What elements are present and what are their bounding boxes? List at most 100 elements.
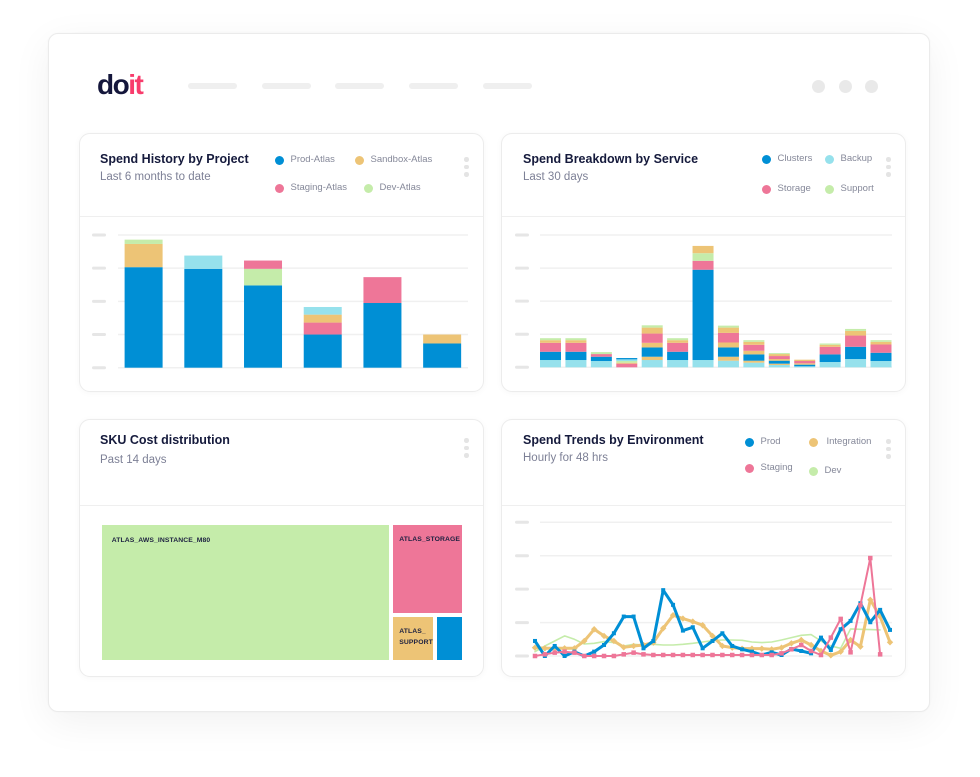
point-staging[interactable] bbox=[641, 652, 646, 657]
point-prod[interactable] bbox=[740, 647, 745, 652]
window-dot-icon[interactable] bbox=[812, 80, 825, 93]
bar-stack[interactable] bbox=[692, 245, 714, 368]
point-integration[interactable] bbox=[709, 632, 716, 640]
bar-segment-unlabeled[interactable] bbox=[743, 350, 765, 355]
point-staging[interactable] bbox=[542, 652, 548, 657]
treemap-tile[interactable]: ATLAS_AWS_INSTANCE_M80 bbox=[101, 525, 390, 660]
bar-segment-unlabeled[interactable] bbox=[870, 341, 892, 345]
more-options-icon[interactable] bbox=[886, 439, 891, 459]
point-staging[interactable] bbox=[739, 652, 745, 658]
bar-segment-unlabeled[interactable] bbox=[819, 344, 841, 347]
bar-stack[interactable] bbox=[717, 325, 739, 368]
bar-stack[interactable] bbox=[794, 359, 816, 368]
bar-segment-clusters[interactable] bbox=[590, 356, 612, 362]
bar-segment-sandbox[interactable] bbox=[303, 314, 342, 323]
point-prod[interactable] bbox=[621, 614, 626, 619]
legend-item-staging-atlas[interactable]: Staging-Atlas bbox=[274, 183, 347, 193]
bar-segment-support[interactable] bbox=[540, 338, 562, 341]
point-prod[interactable] bbox=[710, 638, 715, 643]
point-prod[interactable] bbox=[651, 638, 656, 643]
point-staging[interactable] bbox=[759, 652, 765, 658]
point-prod[interactable] bbox=[680, 628, 685, 633]
point-staging[interactable] bbox=[690, 652, 696, 658]
point-integration[interactable] bbox=[620, 644, 627, 651]
bar-segment-storage[interactable] bbox=[590, 354, 612, 357]
bar-segment-backup[interactable] bbox=[794, 366, 816, 368]
bar-segment-support[interactable] bbox=[819, 343, 841, 345]
bar-segment-unlabeled[interactable] bbox=[768, 354, 790, 357]
point-prod[interactable] bbox=[690, 625, 695, 630]
point-prod[interactable] bbox=[631, 614, 636, 619]
point-staging[interactable] bbox=[838, 616, 843, 622]
bar-segment-storage[interactable] bbox=[540, 342, 562, 352]
point-staging[interactable] bbox=[680, 652, 686, 658]
bar-segment-clusters[interactable] bbox=[667, 351, 689, 361]
point-prod[interactable] bbox=[602, 642, 607, 647]
bar-segment-clusters[interactable] bbox=[616, 358, 638, 360]
bar-segment-support[interactable] bbox=[692, 253, 714, 261]
bar-segment-clusters[interactable] bbox=[870, 352, 892, 362]
point-prod[interactable] bbox=[533, 638, 537, 643]
point-integration[interactable] bbox=[758, 645, 766, 652]
bar-segment-storage[interactable] bbox=[794, 361, 816, 364]
bar-segment-clusters[interactable] bbox=[794, 364, 816, 367]
point-staging[interactable] bbox=[877, 652, 883, 657]
point-prod[interactable] bbox=[769, 650, 774, 655]
doit-logo[interactable]: doit bbox=[97, 70, 144, 100]
bar-segment-unlabeled[interactable] bbox=[667, 340, 689, 343]
point-staging[interactable] bbox=[651, 652, 656, 658]
point-staging[interactable] bbox=[611, 653, 617, 659]
bar-segment-backup[interactable] bbox=[717, 360, 739, 368]
bar-segment-storage[interactable] bbox=[870, 344, 892, 353]
bar-segment-support[interactable] bbox=[717, 325, 739, 328]
bar-segment-storage[interactable] bbox=[845, 335, 867, 347]
point-staging[interactable] bbox=[601, 653, 607, 659]
bar-segment-storage[interactable] bbox=[667, 342, 689, 352]
bar-segment-support[interactable] bbox=[641, 325, 663, 328]
point-prod[interactable] bbox=[720, 631, 725, 636]
bar-segment-backup[interactable] bbox=[743, 362, 765, 368]
bar-segment-sandbox[interactable] bbox=[124, 243, 163, 268]
point-staging[interactable] bbox=[789, 647, 794, 652]
bar-segment-unlabeled[interactable] bbox=[184, 255, 223, 269]
bar-segment-support[interactable] bbox=[616, 361, 638, 363]
treemap-tile[interactable] bbox=[436, 617, 462, 660]
point-integration[interactable] bbox=[590, 626, 598, 633]
point-staging[interactable] bbox=[828, 635, 834, 640]
bar-segment-storage[interactable] bbox=[743, 344, 765, 351]
more-options-icon[interactable] bbox=[886, 157, 891, 177]
point-prod[interactable] bbox=[828, 647, 833, 652]
bar-stack[interactable] bbox=[184, 255, 223, 368]
bar-segment-staging[interactable] bbox=[363, 277, 402, 304]
bar-segment-clusters[interactable] bbox=[692, 269, 714, 361]
bar-segment-backup[interactable] bbox=[616, 359, 638, 362]
legend-item-integration[interactable]: Integration bbox=[808, 437, 871, 447]
bar-stack[interactable] bbox=[870, 340, 892, 368]
bar-segment-unlabeled[interactable] bbox=[743, 360, 765, 363]
point-staging[interactable] bbox=[660, 652, 666, 658]
legend-item-support[interactable]: Support bbox=[824, 184, 874, 194]
bar-segment-support[interactable] bbox=[768, 353, 790, 355]
legend-item-dev[interactable]: Dev bbox=[808, 466, 841, 476]
bar-segment-backup[interactable] bbox=[590, 361, 612, 368]
bar-segment-clusters[interactable] bbox=[768, 360, 790, 364]
bar-segment-storage[interactable] bbox=[717, 332, 739, 343]
point-staging[interactable] bbox=[799, 642, 804, 648]
bar-segment-unlabeled[interactable] bbox=[641, 356, 663, 361]
point-prod[interactable] bbox=[888, 627, 892, 632]
bar-segment-unlabeled[interactable] bbox=[641, 327, 663, 334]
bar-stack[interactable] bbox=[540, 338, 562, 368]
bar-stack[interactable] bbox=[303, 306, 342, 368]
bar-stack[interactable] bbox=[667, 338, 689, 368]
point-prod[interactable] bbox=[552, 643, 557, 648]
bar-segment-unlabeled[interactable] bbox=[692, 245, 714, 254]
bar-segment-prod[interactable] bbox=[303, 334, 342, 368]
point-staging[interactable] bbox=[710, 652, 715, 658]
legend-item-prod[interactable]: Prod bbox=[744, 437, 781, 447]
window-dot-icon[interactable] bbox=[865, 80, 878, 93]
bar-segment-clusters[interactable] bbox=[641, 347, 663, 357]
treemap-tile[interactable]: ATLAS_​SUPPORT bbox=[393, 617, 433, 660]
legend-item-sandbox-atlas[interactable]: Sandbox-Atlas bbox=[354, 155, 432, 165]
legend-item-staging[interactable]: Staging bbox=[744, 463, 793, 473]
point-prod[interactable] bbox=[818, 635, 823, 640]
